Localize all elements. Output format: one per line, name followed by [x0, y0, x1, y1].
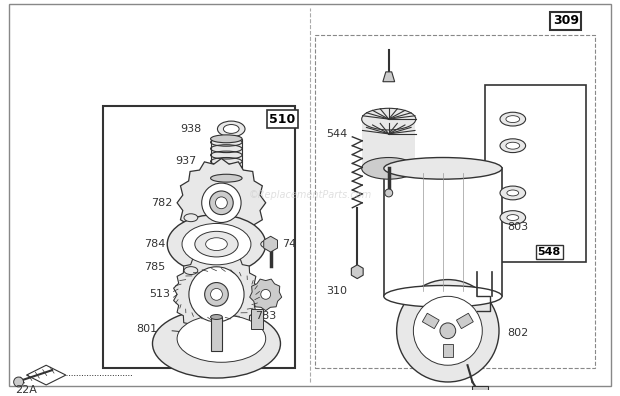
- Ellipse shape: [361, 158, 416, 179]
- Bar: [362, 119, 415, 168]
- Circle shape: [261, 289, 270, 299]
- Ellipse shape: [211, 174, 242, 182]
- Ellipse shape: [211, 135, 242, 143]
- Ellipse shape: [177, 315, 266, 362]
- Ellipse shape: [261, 240, 275, 248]
- Text: 544: 544: [326, 129, 347, 139]
- Ellipse shape: [223, 124, 239, 133]
- Text: 801: 801: [136, 324, 157, 334]
- Text: 310: 310: [326, 286, 347, 296]
- Ellipse shape: [506, 142, 520, 149]
- Ellipse shape: [211, 314, 223, 320]
- Text: 22A: 22A: [16, 385, 37, 395]
- Text: 74: 74: [283, 239, 297, 249]
- Text: ©ReplacementParts.com: ©ReplacementParts.com: [249, 190, 371, 200]
- Text: 785: 785: [144, 262, 166, 272]
- Circle shape: [210, 191, 233, 215]
- Ellipse shape: [182, 223, 251, 265]
- Ellipse shape: [167, 215, 266, 274]
- Circle shape: [440, 323, 456, 339]
- Text: 510: 510: [269, 112, 296, 126]
- Ellipse shape: [507, 215, 519, 221]
- Circle shape: [205, 282, 228, 306]
- Ellipse shape: [206, 238, 228, 251]
- Text: 783: 783: [255, 311, 277, 321]
- Polygon shape: [383, 72, 395, 82]
- Text: 784: 784: [144, 239, 166, 249]
- Text: 802: 802: [507, 328, 528, 338]
- Circle shape: [202, 183, 241, 223]
- Circle shape: [14, 377, 24, 387]
- Bar: [211, 139, 242, 178]
- Circle shape: [189, 267, 244, 322]
- Bar: [315, 35, 595, 368]
- Polygon shape: [352, 265, 363, 279]
- Polygon shape: [27, 365, 66, 385]
- Text: 782: 782: [151, 198, 172, 208]
- Polygon shape: [250, 279, 281, 310]
- Circle shape: [385, 189, 392, 197]
- Circle shape: [216, 197, 228, 209]
- Bar: [211, 317, 223, 352]
- Bar: [384, 168, 502, 296]
- Ellipse shape: [384, 158, 502, 179]
- Text: 513: 513: [149, 289, 170, 299]
- Ellipse shape: [361, 108, 416, 130]
- Bar: [472, 386, 488, 396]
- Bar: [104, 106, 295, 368]
- Ellipse shape: [184, 267, 198, 274]
- Ellipse shape: [384, 286, 502, 307]
- Text: 803: 803: [507, 223, 528, 232]
- Ellipse shape: [500, 186, 526, 200]
- Circle shape: [397, 280, 499, 382]
- Text: 548: 548: [538, 247, 561, 257]
- Bar: [443, 344, 453, 357]
- Polygon shape: [177, 158, 266, 247]
- Ellipse shape: [506, 116, 520, 123]
- Circle shape: [211, 288, 223, 300]
- Bar: [456, 313, 473, 329]
- Ellipse shape: [500, 139, 526, 152]
- Text: 938: 938: [180, 124, 202, 134]
- Polygon shape: [264, 236, 278, 252]
- Bar: [485, 85, 586, 262]
- Circle shape: [414, 296, 482, 365]
- Bar: [251, 309, 263, 329]
- Ellipse shape: [507, 190, 519, 196]
- Polygon shape: [174, 251, 259, 338]
- Ellipse shape: [153, 309, 280, 378]
- Ellipse shape: [195, 231, 238, 257]
- Ellipse shape: [184, 214, 198, 222]
- Text: 309: 309: [553, 14, 579, 27]
- Bar: [422, 313, 439, 329]
- Ellipse shape: [218, 121, 245, 137]
- Ellipse shape: [500, 211, 526, 225]
- Ellipse shape: [500, 112, 526, 126]
- Text: 937: 937: [175, 156, 197, 166]
